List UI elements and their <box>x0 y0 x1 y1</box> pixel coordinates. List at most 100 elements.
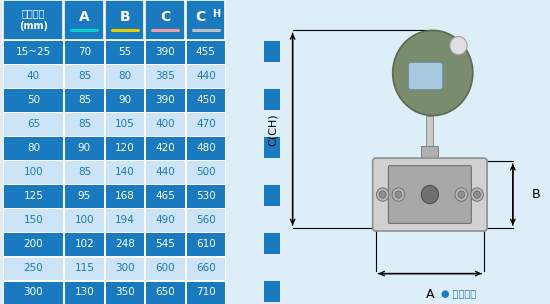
Bar <box>264 185 280 206</box>
Circle shape <box>379 191 386 198</box>
Text: A: A <box>79 10 90 24</box>
Text: A: A <box>426 288 434 301</box>
Text: 610: 610 <box>196 239 216 249</box>
Bar <box>145 160 185 184</box>
Bar <box>104 233 144 256</box>
Text: 470: 470 <box>196 119 216 129</box>
Bar <box>145 136 185 160</box>
Text: 100: 100 <box>24 167 43 177</box>
Text: H: H <box>212 9 221 19</box>
Bar <box>104 281 144 304</box>
Bar <box>186 233 225 256</box>
Bar <box>186 185 225 208</box>
Text: 85: 85 <box>78 167 91 177</box>
Text: 85: 85 <box>78 95 91 105</box>
Text: 390: 390 <box>156 95 175 105</box>
Bar <box>186 0 225 40</box>
Bar <box>3 233 63 256</box>
Bar <box>145 281 185 304</box>
Text: 545: 545 <box>156 239 175 249</box>
Circle shape <box>395 191 402 198</box>
Text: 194: 194 <box>115 215 135 225</box>
Bar <box>145 209 185 232</box>
Bar <box>64 64 103 88</box>
Bar <box>145 64 185 88</box>
Bar <box>104 209 144 232</box>
FancyBboxPatch shape <box>373 158 487 231</box>
Bar <box>64 209 103 232</box>
Text: 710: 710 <box>196 287 216 297</box>
Circle shape <box>450 36 467 55</box>
Text: 600: 600 <box>156 263 175 273</box>
Text: 仪表口径
(mm): 仪表口径 (mm) <box>19 8 48 31</box>
Bar <box>104 0 144 40</box>
Text: 455: 455 <box>196 47 216 57</box>
FancyBboxPatch shape <box>388 166 471 223</box>
Bar <box>264 41 280 62</box>
Text: 500: 500 <box>196 167 216 177</box>
Text: 150: 150 <box>24 215 43 225</box>
Text: 125: 125 <box>24 191 43 201</box>
Bar <box>426 116 433 149</box>
Text: 80: 80 <box>118 71 131 81</box>
Circle shape <box>393 30 473 116</box>
Bar <box>264 137 280 158</box>
Text: 300: 300 <box>115 263 135 273</box>
Circle shape <box>455 188 468 201</box>
Bar <box>145 112 185 136</box>
Text: 40: 40 <box>27 71 40 81</box>
Bar <box>186 209 225 232</box>
Text: 248: 248 <box>115 239 135 249</box>
Circle shape <box>471 188 483 201</box>
Bar <box>64 160 103 184</box>
Bar <box>3 40 63 64</box>
Text: 650: 650 <box>156 287 175 297</box>
Bar <box>104 112 144 136</box>
Bar <box>3 64 63 88</box>
Bar <box>64 257 103 280</box>
Bar <box>186 112 225 136</box>
Text: 65: 65 <box>27 119 40 129</box>
Text: ● 常规仪表: ● 常规仪表 <box>441 288 476 298</box>
Text: 55: 55 <box>118 47 131 57</box>
Bar <box>104 136 144 160</box>
Text: 102: 102 <box>74 239 94 249</box>
Text: 490: 490 <box>156 215 175 225</box>
Text: 90: 90 <box>118 95 131 105</box>
Text: 200: 200 <box>24 239 43 249</box>
Bar <box>64 88 103 112</box>
Text: 50: 50 <box>27 95 40 105</box>
Bar <box>64 136 103 160</box>
Bar <box>145 185 185 208</box>
Text: 95: 95 <box>78 191 91 201</box>
Text: 390: 390 <box>156 47 175 57</box>
Bar <box>186 160 225 184</box>
Bar <box>145 257 185 280</box>
Text: 300: 300 <box>24 287 43 297</box>
Text: 70: 70 <box>78 47 91 57</box>
Text: 115: 115 <box>74 263 95 273</box>
Bar <box>64 233 103 256</box>
Bar <box>186 40 225 64</box>
Bar <box>145 88 185 112</box>
Text: 100: 100 <box>75 215 94 225</box>
Text: 440: 440 <box>196 71 216 81</box>
Text: 480: 480 <box>196 143 216 153</box>
Circle shape <box>474 191 481 198</box>
Bar <box>264 89 280 110</box>
Text: B: B <box>119 10 130 24</box>
Bar <box>104 88 144 112</box>
Text: 350: 350 <box>115 287 135 297</box>
Text: 450: 450 <box>196 95 216 105</box>
Bar <box>64 185 103 208</box>
Circle shape <box>376 188 389 201</box>
Text: 420: 420 <box>156 143 175 153</box>
Circle shape <box>421 185 438 204</box>
Bar <box>104 257 144 280</box>
Bar <box>3 160 63 184</box>
Bar <box>421 146 438 161</box>
Bar <box>104 185 144 208</box>
Text: 140: 140 <box>115 167 135 177</box>
Text: 80: 80 <box>27 143 40 153</box>
Bar <box>145 40 185 64</box>
